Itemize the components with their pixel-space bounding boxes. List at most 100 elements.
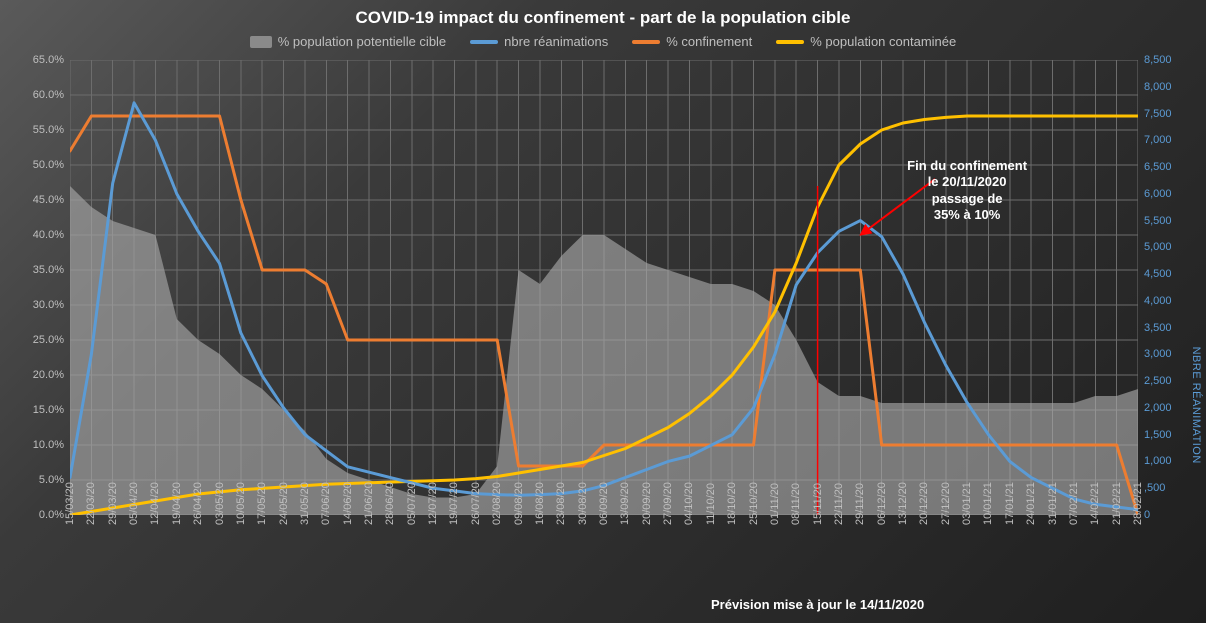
x-tick: 23/08/20 xyxy=(555,482,567,525)
x-tick: 14/06/20 xyxy=(342,482,354,525)
y-tick-right: 5,000 xyxy=(1144,241,1172,253)
legend-label: % confinement xyxy=(666,34,752,49)
y-tick-right: 1,000 xyxy=(1144,455,1172,467)
y-tick-right: 3,500 xyxy=(1144,322,1172,334)
y-tick-right: 8,000 xyxy=(1144,81,1172,93)
y-tick-right: 8,500 xyxy=(1144,54,1172,66)
legend-item-conf: % confinement xyxy=(632,34,752,49)
x-tick: 09/08/20 xyxy=(513,482,525,525)
x-tick: 22/11/20 xyxy=(833,483,845,525)
y-tick-left: 55.0% xyxy=(33,124,64,136)
x-tick: 26/07/20 xyxy=(470,482,482,525)
y-tick-left: 40.0% xyxy=(33,229,64,241)
y-tick-right: 4,000 xyxy=(1144,295,1172,307)
x-tick: 11/10/20 xyxy=(705,483,717,525)
y-tick-left: 10.0% xyxy=(33,439,64,451)
x-tick: 24/05/20 xyxy=(278,482,290,525)
x-tick: 13/09/20 xyxy=(619,482,631,525)
legend-item-area: % population potentielle cible xyxy=(250,34,446,49)
x-axis: 15/03/2022/03/2029/03/2005/04/2012/04/20… xyxy=(70,519,1138,599)
y-tick-right: 4,500 xyxy=(1144,268,1172,280)
x-tick: 07/02/21 xyxy=(1068,482,1080,525)
y-tick-right: 6,500 xyxy=(1144,161,1172,173)
y-tick-right: 6,000 xyxy=(1144,188,1172,200)
y-tick-right: ,500 xyxy=(1144,482,1165,494)
legend-item-rea: nbre réanimations xyxy=(470,34,608,49)
x-tick: 02/08/20 xyxy=(491,482,503,525)
y-tick-right: 7,000 xyxy=(1144,134,1172,146)
x-tick: 30/08/20 xyxy=(577,482,589,525)
x-tick: 20/12/20 xyxy=(918,482,930,525)
x-tick: 27/12/20 xyxy=(940,482,952,525)
y-tick-right: 5,500 xyxy=(1144,215,1172,227)
y-tick-left: 30.0% xyxy=(33,299,64,311)
y-tick-right: 0 xyxy=(1144,509,1150,521)
y-tick-right: 7,500 xyxy=(1144,108,1172,120)
x-tick: 13/12/20 xyxy=(897,482,909,525)
x-tick: 12/04/20 xyxy=(149,482,161,525)
x-tick: 06/09/20 xyxy=(598,482,610,525)
x-tick: 19/07/20 xyxy=(448,482,460,525)
text-annotation: Fin du confinementle 20/11/2020passage d… xyxy=(907,158,1027,223)
legend-item-cont: % population contaminée xyxy=(776,34,956,49)
x-tick: 05/04/20 xyxy=(128,482,140,525)
x-tick: 18/10/20 xyxy=(726,482,738,525)
x-tick: 15/03/20 xyxy=(64,482,76,525)
x-tick: 07/06/20 xyxy=(320,482,332,525)
chart-title: COVID-19 impact du confinement - part de… xyxy=(0,0,1206,28)
chart-svg xyxy=(70,60,1138,515)
legend-label: % population potentielle cible xyxy=(278,34,446,49)
x-tick: 05/07/20 xyxy=(406,482,418,525)
x-tick: 17/05/20 xyxy=(256,482,268,525)
x-tick: 03/05/20 xyxy=(214,482,226,525)
y-tick-left: 50.0% xyxy=(33,159,64,171)
legend-swatch xyxy=(776,40,804,44)
x-tick: 28/06/20 xyxy=(384,482,396,525)
x-tick: 31/01/21 xyxy=(1047,482,1059,525)
y-tick-right: 1,500 xyxy=(1144,429,1172,441)
x-tick: 27/09/20 xyxy=(662,482,674,525)
x-tick: 20/09/20 xyxy=(641,482,653,525)
x-tick: 22/03/20 xyxy=(85,482,97,525)
x-tick: 31/05/20 xyxy=(299,482,311,525)
x-tick: 21/02/21 xyxy=(1111,482,1123,525)
y-tick-left: 25.0% xyxy=(33,334,64,346)
x-tick: 25/10/20 xyxy=(748,482,760,525)
x-tick: 12/07/20 xyxy=(427,482,439,525)
x-tick: 29/11/20 xyxy=(854,483,866,525)
y-tick-left: 0.0% xyxy=(39,509,64,521)
y-axis-right: 0,5001,0001,5002,0002,5003,0003,5004,000… xyxy=(1144,60,1194,515)
y-tick-right: 2,000 xyxy=(1144,402,1172,414)
x-tick: 17/01/21 xyxy=(1004,482,1016,525)
x-tick: 21/06/20 xyxy=(363,482,375,525)
x-tick: 24/01/21 xyxy=(1025,482,1037,525)
y-tick-right: 3,000 xyxy=(1144,348,1172,360)
x-tick: 16/08/20 xyxy=(534,482,546,525)
legend: % population potentielle cible nbre réani… xyxy=(0,34,1206,49)
legend-swatch xyxy=(250,36,272,48)
y-tick-left: 5.0% xyxy=(39,474,64,486)
x-tick: 15/11/20 xyxy=(812,483,824,525)
plot-area xyxy=(70,60,1138,515)
footnote: Prévision mise à jour le 14/11/2020 xyxy=(711,597,924,612)
x-tick: 28/02/21 xyxy=(1132,482,1144,525)
x-tick: 29/03/20 xyxy=(107,482,119,525)
x-tick: 14/02/21 xyxy=(1089,482,1101,525)
legend-swatch xyxy=(470,40,498,44)
y-tick-left: 15.0% xyxy=(33,404,64,416)
legend-label: % population contaminée xyxy=(810,34,956,49)
x-tick: 06/12/20 xyxy=(876,482,888,525)
y-axis-left: 0.0%5.0%10.0%15.0%20.0%25.0%30.0%35.0%40… xyxy=(0,60,64,515)
legend-label: nbre réanimations xyxy=(504,34,608,49)
x-tick: 01/11/20 xyxy=(769,483,781,525)
x-tick: 10/01/21 xyxy=(982,482,994,525)
x-tick: 04/10/20 xyxy=(683,482,695,525)
y-tick-right: 2,500 xyxy=(1144,375,1172,387)
chart-container: COVID-19 impact du confinement - part de… xyxy=(0,0,1206,623)
x-tick: 10/05/20 xyxy=(235,482,247,525)
y-tick-left: 20.0% xyxy=(33,369,64,381)
x-tick: 19/04/20 xyxy=(171,482,183,525)
y-tick-left: 60.0% xyxy=(33,89,64,101)
x-tick: 08/11/20 xyxy=(790,483,802,525)
y-tick-left: 45.0% xyxy=(33,194,64,206)
